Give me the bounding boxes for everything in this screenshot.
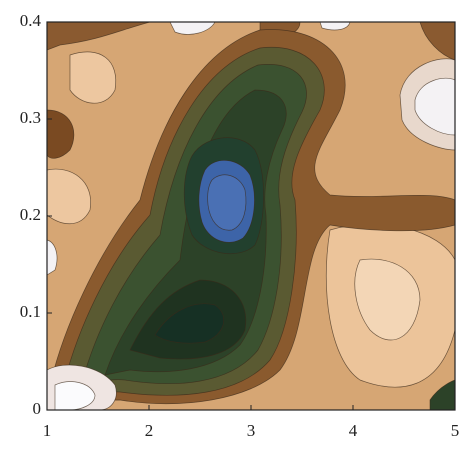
y-tick-label: 0.3 — [20, 108, 41, 127]
x-tick-label: 3 — [247, 421, 256, 440]
y-tick-label: 0.1 — [20, 302, 41, 321]
y-tick-label: 0.4 — [20, 11, 42, 30]
x-tick-label: 4 — [349, 421, 358, 440]
contour-field — [47, 22, 455, 410]
x-tick-label: 1 — [43, 421, 52, 440]
y-tick-label: 0.2 — [20, 205, 41, 224]
y-tick-label: 0 — [33, 399, 42, 418]
x-tick-label: 5 — [451, 421, 460, 440]
x-tick-label: 2 — [145, 421, 154, 440]
